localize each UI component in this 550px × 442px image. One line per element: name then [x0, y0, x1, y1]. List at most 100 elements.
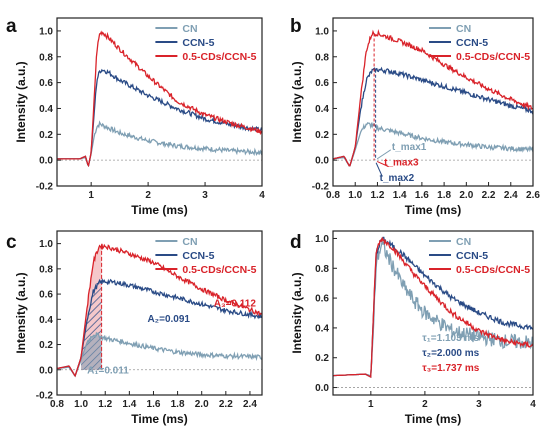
x-tick-label: 2.0 [459, 190, 473, 201]
x-tick-label: 1.2 [98, 399, 112, 410]
series-line [57, 30, 262, 168]
arrow-line [375, 162, 383, 176]
legend-label: CN [182, 23, 197, 35]
x-tick-label: 1.0 [74, 399, 88, 410]
series-line [333, 29, 533, 167]
y-tick-label: 0.2 [315, 353, 329, 364]
panel-c: c A₃=0.112 A₂=0.091 A₁=0.011 0.8 1.0 1.2 1.4 1.6… [6, 230, 263, 426]
y-tick-label: -0.2 [312, 182, 330, 193]
y-tick-label: 0.4 [315, 323, 329, 334]
y-axis-label: Intensity (a.u.) [290, 61, 304, 142]
x-tick-label: 2.2 [219, 399, 233, 410]
x-tick-label: 3 [476, 399, 482, 410]
tau-label: τ₂=2.000 ms [422, 348, 479, 359]
panel-letter: a [6, 16, 17, 37]
y-tick-label: 0.0 [39, 365, 53, 376]
series-line [333, 66, 533, 167]
x-axis-label: Time (ms) [405, 203, 461, 217]
panel-d: d τ₁=1.103 ms τ₂=2.000 ms τ₃=1.737 ms 1 2 3 4 0.… [290, 230, 536, 426]
y-tick-label: -0.2 [36, 391, 54, 402]
series-line [57, 243, 262, 378]
x-tick-label: 4 [259, 190, 265, 201]
y-tick-label: 1.0 [39, 26, 53, 37]
x-tick-label: 2 [145, 190, 151, 201]
panel-b: b t_max1 t_max3 t_max2 0.8 1.0 1.2 1.4 1.6 1.8 2.0… [290, 16, 540, 217]
legend-label: 0.5-CDs/CCN-5 [456, 51, 530, 63]
y-tick-label: 0.8 [39, 52, 53, 63]
x-tick-label: 2.4 [243, 399, 257, 410]
panel-a: a 1 2 3 4 -0.2 0.0 0.2 0.4 0.6 0.8 1.0 Time (ms) Inte… [6, 16, 265, 217]
legend-label: CCN-5 [456, 37, 488, 49]
legend-label: 0.5-CDs/CCN-5 [182, 264, 256, 276]
plot-frame [332, 17, 534, 187]
x-tick-label: 1.4 [122, 399, 136, 410]
x-axis-label: Time (ms) [405, 412, 461, 426]
series-line [333, 121, 533, 167]
legend-label: CN [456, 23, 471, 35]
x-tick-label: 1.8 [437, 190, 451, 201]
x-tick-label: 4 [530, 399, 536, 410]
series-line [57, 120, 262, 167]
y-axis-label: Intensity (a.u.) [14, 61, 28, 142]
y-tick-label: 0.2 [39, 340, 53, 351]
y-tick-label: 0.8 [39, 264, 53, 275]
y-tick-label: 0.6 [39, 78, 53, 89]
arrow-line [376, 160, 389, 168]
x-axis-label: Time (ms) [131, 203, 187, 217]
x-axis-label: Time (ms) [131, 412, 187, 426]
legend-label: 0.5-CDs/CCN-5 [456, 264, 530, 276]
x-tick-label: 3 [202, 190, 208, 201]
legend-label: 0.5-CDs/CCN-5 [182, 51, 256, 63]
x-tick-label: 1.4 [393, 190, 407, 201]
y-tick-label: 0.8 [315, 52, 329, 63]
legend-label: CCN-5 [182, 250, 214, 262]
series-line [57, 278, 262, 378]
x-tick-label: 1.6 [415, 190, 429, 201]
legend-label: CN [456, 236, 471, 248]
y-tick-label: 0.0 [315, 383, 329, 394]
tmax-label: t_max3 [384, 157, 419, 168]
x-tick-label: 2.6 [526, 190, 540, 201]
tmax-label: t_max2 [380, 173, 415, 184]
panel-letter: b [290, 16, 302, 37]
plot-frame [56, 230, 263, 396]
panel-letter: c [6, 232, 17, 253]
y-tick-label: 0.8 [315, 264, 329, 275]
x-tick-label: 1.8 [171, 399, 185, 410]
x-tick-label: 0.8 [326, 190, 340, 201]
y-tick-label: 0.6 [39, 290, 53, 301]
y-tick-label: 0.4 [39, 104, 53, 115]
y-tick-label: 1.0 [39, 239, 53, 250]
series-line [333, 237, 533, 379]
x-tick-label: 1 [368, 399, 374, 410]
y-tick-label: 1.0 [315, 234, 329, 245]
x-tick-label: 1 [88, 190, 94, 201]
area-label: A₃=0.112 [214, 299, 257, 310]
x-tick-label: 1.2 [370, 190, 384, 201]
series-line [57, 331, 262, 378]
legend-label: CN [182, 236, 197, 248]
y-tick-label: 0.2 [315, 130, 329, 141]
plot-frame [332, 230, 534, 396]
x-tick-label: 2.4 [504, 190, 518, 201]
y-axis-label: Intensity (a.u.) [290, 272, 304, 353]
tau-label: τ₁=1.103 ms [422, 333, 479, 344]
tau-label: τ₃=1.737 ms [422, 363, 480, 374]
arrow-line [376, 149, 392, 160]
y-tick-label: 0.2 [39, 130, 53, 141]
series-line [57, 68, 262, 168]
panel-letter: d [290, 232, 302, 253]
y-tick-label: -0.2 [36, 182, 54, 193]
area-label: A₁=0.011 [87, 366, 129, 377]
y-tick-label: 0.4 [39, 315, 53, 326]
x-tick-label: 2.2 [482, 190, 496, 201]
y-axis-label: Intensity (a.u.) [14, 272, 28, 353]
y-tick-label: 0.6 [315, 78, 329, 89]
y-tick-label: 1.0 [315, 26, 329, 37]
legend-label: CCN-5 [456, 250, 488, 262]
y-tick-label: 0.0 [39, 156, 53, 167]
y-tick-label: 0.6 [315, 294, 329, 305]
x-tick-label: 1.0 [348, 190, 362, 201]
y-tick-label: 0.4 [315, 104, 329, 115]
